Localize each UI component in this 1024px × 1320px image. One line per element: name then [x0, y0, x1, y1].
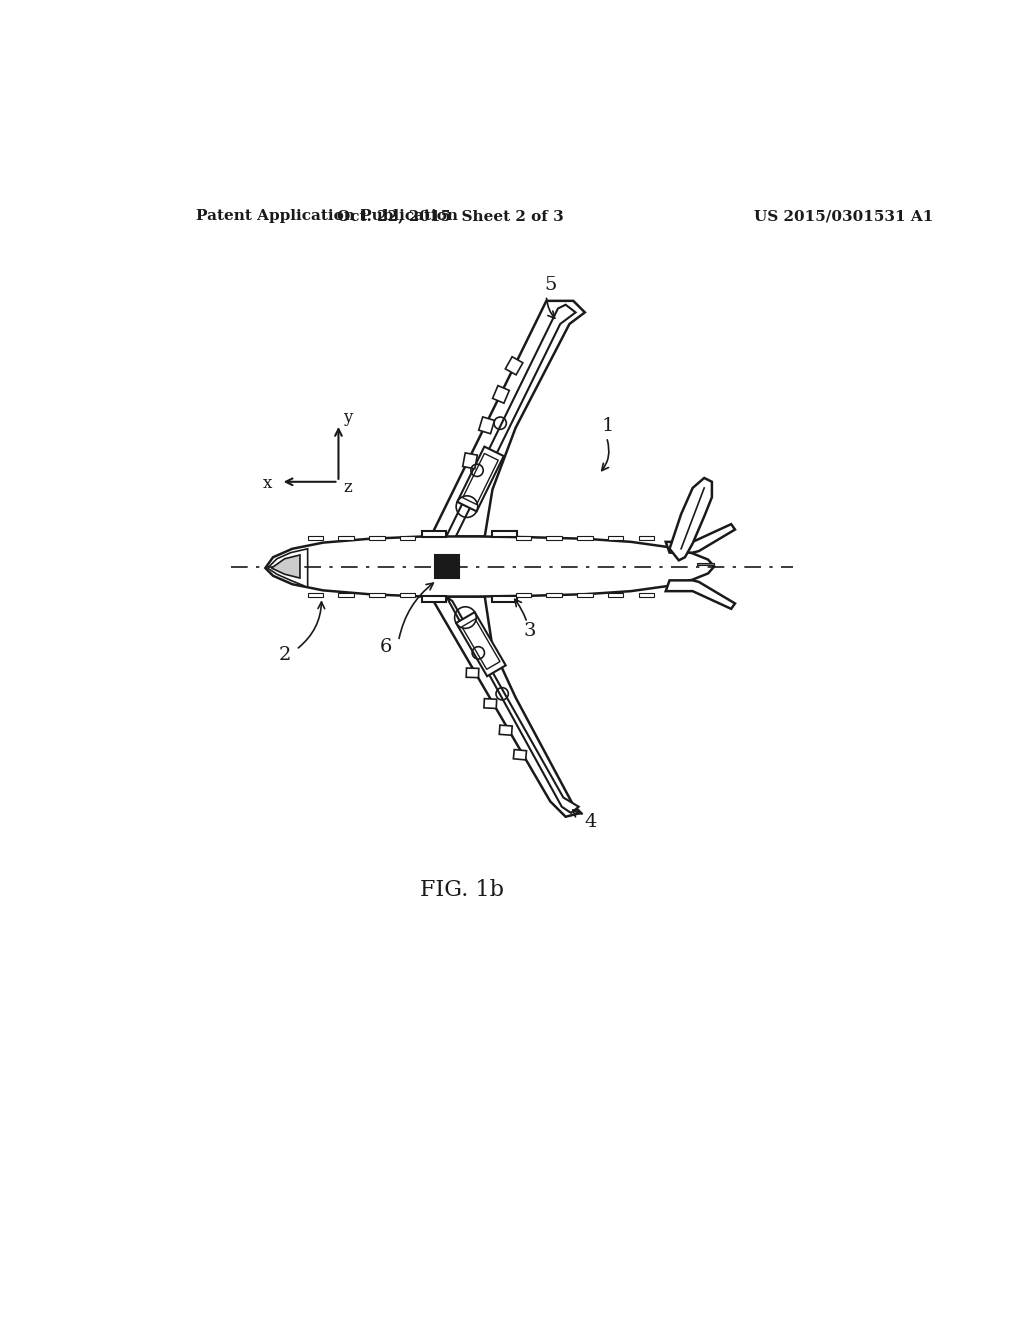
Text: z: z — [343, 479, 352, 496]
FancyArrowPatch shape — [399, 583, 433, 639]
Polygon shape — [515, 593, 531, 597]
Text: Oct. 22, 2015  Sheet 2 of 3: Oct. 22, 2015 Sheet 2 of 3 — [337, 209, 563, 223]
Polygon shape — [578, 593, 593, 597]
FancyArrowPatch shape — [547, 298, 555, 318]
Polygon shape — [493, 595, 517, 602]
Polygon shape — [422, 531, 446, 537]
Polygon shape — [608, 536, 624, 540]
Polygon shape — [666, 524, 735, 553]
Polygon shape — [493, 385, 509, 403]
Polygon shape — [400, 536, 416, 540]
Polygon shape — [500, 725, 512, 735]
Polygon shape — [505, 356, 523, 375]
FancyArrowPatch shape — [602, 440, 609, 470]
Polygon shape — [431, 597, 581, 817]
Polygon shape — [435, 554, 460, 578]
Polygon shape — [400, 593, 416, 597]
Polygon shape — [578, 536, 593, 540]
Polygon shape — [513, 750, 526, 760]
Polygon shape — [670, 478, 712, 560]
Polygon shape — [271, 554, 300, 578]
Text: x: x — [263, 475, 272, 492]
Polygon shape — [431, 301, 585, 536]
FancyArrowPatch shape — [515, 599, 526, 620]
FancyArrowPatch shape — [298, 602, 325, 648]
Polygon shape — [466, 668, 479, 677]
Polygon shape — [456, 612, 506, 676]
Polygon shape — [370, 593, 385, 597]
Text: FIG. 1b: FIG. 1b — [420, 879, 504, 900]
Polygon shape — [479, 417, 495, 434]
Polygon shape — [463, 453, 477, 469]
Text: 2: 2 — [279, 645, 291, 664]
Polygon shape — [446, 305, 575, 544]
Polygon shape — [493, 531, 517, 537]
Polygon shape — [463, 454, 499, 504]
FancyArrowPatch shape — [572, 810, 582, 817]
Polygon shape — [422, 595, 446, 602]
Polygon shape — [307, 593, 323, 597]
Polygon shape — [696, 562, 714, 565]
Text: y: y — [343, 409, 352, 426]
Text: US 2015/0301531 A1: US 2015/0301531 A1 — [755, 209, 934, 223]
Polygon shape — [339, 536, 354, 540]
Polygon shape — [608, 593, 624, 597]
Polygon shape — [547, 536, 562, 540]
Polygon shape — [666, 581, 735, 609]
Text: 4: 4 — [585, 813, 597, 832]
Polygon shape — [515, 536, 531, 540]
Polygon shape — [267, 549, 307, 587]
Text: 5: 5 — [544, 276, 556, 294]
Text: 1: 1 — [602, 417, 614, 436]
Polygon shape — [639, 536, 654, 540]
Polygon shape — [639, 593, 654, 597]
Text: Patent Application Publication: Patent Application Publication — [196, 209, 458, 223]
Polygon shape — [462, 619, 500, 669]
Polygon shape — [446, 597, 579, 813]
Polygon shape — [484, 698, 497, 709]
Polygon shape — [458, 446, 504, 511]
Polygon shape — [370, 536, 385, 540]
Polygon shape — [307, 536, 323, 540]
Polygon shape — [547, 593, 562, 597]
Polygon shape — [265, 536, 714, 597]
Polygon shape — [339, 593, 354, 597]
Text: 6: 6 — [380, 638, 392, 656]
Text: 3: 3 — [523, 622, 536, 640]
